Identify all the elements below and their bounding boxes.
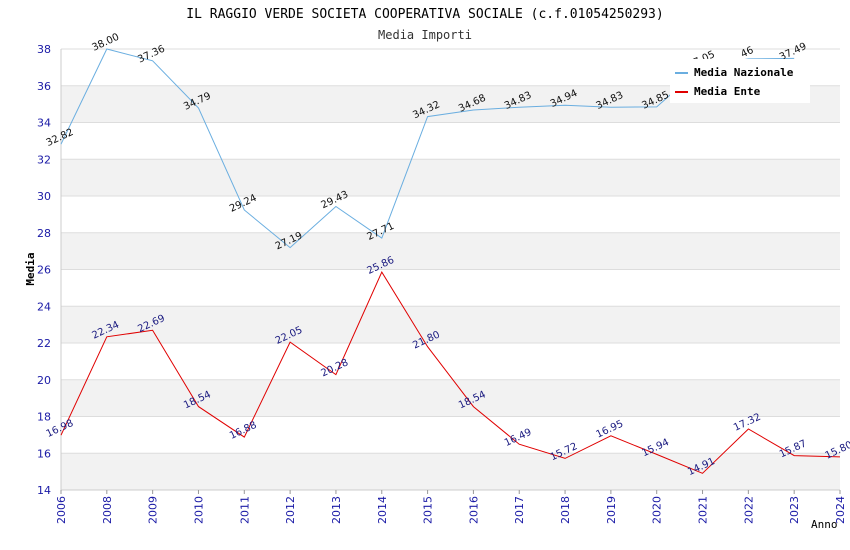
x-tick-2009: 2009: [147, 496, 160, 524]
x-tick-2015: 2015: [422, 496, 435, 524]
x-tick-2020: 2020: [651, 496, 664, 524]
legend-label-ente: Media Ente: [694, 85, 761, 98]
x-tick-2008: 2008: [101, 496, 114, 524]
x-tick-2012: 2012: [284, 496, 297, 524]
y-tick-32: 32: [37, 153, 51, 166]
band-26: [61, 232, 840, 270]
band-18: [61, 379, 840, 417]
series-line-ente: [60, 271, 841, 474]
x-tick-2010: 2010: [192, 496, 205, 524]
x-tick-2014: 2014: [376, 496, 389, 524]
y-tick-14: 14: [37, 484, 51, 497]
x-tick-2021: 2021: [697, 496, 710, 524]
data-label-nazionale-2006: 32.82: [45, 127, 76, 149]
legend-background: [670, 59, 810, 103]
band-22: [61, 306, 840, 343]
x-tick-2016: 2016: [467, 496, 480, 524]
x-tick-2023: 2023: [788, 496, 801, 524]
y-tick-30: 30: [37, 190, 51, 203]
x-tick-2013: 2013: [330, 496, 343, 524]
data-label-nazionale-2009: 37.36: [136, 43, 167, 65]
data-label-ente-2013: 20.28: [320, 357, 351, 379]
y-tick-20: 20: [37, 374, 51, 387]
y-tick-18: 18: [37, 411, 51, 424]
y-tick-36: 36: [37, 80, 51, 93]
x-tick-2019: 2019: [605, 496, 618, 524]
data-label-ente-2011: 16.88: [228, 420, 259, 442]
y-tick-26: 26: [37, 264, 51, 277]
y-tick-24: 24: [37, 300, 51, 313]
y-tick-22: 22: [37, 337, 51, 350]
y-tick-34: 34: [37, 117, 51, 130]
legend-label-nazionale: Media Nazionale: [694, 66, 794, 79]
x-tick-labels: 2006 2008 2009 2010 2011 2012 2013 2014 2015 2016…: [55, 490, 847, 524]
chart-title: IL RAGGIO VERDE SOCIETA COOPERATIVA SOCI…: [186, 7, 663, 22]
x-tick-2022: 2022: [742, 496, 755, 524]
x-tick-2017: 2017: [513, 496, 526, 524]
x-tick-2018: 2018: [559, 496, 572, 524]
x-tick-2006: 2006: [55, 496, 68, 524]
legend: Media Nazionale Media Ente: [670, 59, 810, 103]
band-14: [61, 453, 840, 490]
y-tick-38: 38: [37, 43, 51, 56]
chart-subtitle: Media Importi: [378, 28, 472, 42]
y-axis-label: Media: [24, 252, 37, 285]
y-tick-labels: 14 16 18 20 22 24 26 28 30 32 34 36 38: [37, 43, 51, 497]
gridlines: [61, 48, 840, 491]
x-tick-2011: 2011: [238, 496, 251, 524]
band-30: [61, 159, 840, 196]
data-label-nazionale-2022: 46: [739, 45, 755, 60]
background-bands: [61, 85, 840, 490]
data-label-ente-2017: 16.49: [503, 427, 534, 449]
data-label-ente-2019: 16.95: [595, 418, 626, 440]
x-axis-label: Anno: [811, 518, 838, 531]
y-tick-16: 16: [37, 447, 51, 460]
y-tick-28: 28: [37, 227, 51, 240]
x-tick-2024: 2024: [834, 496, 847, 524]
